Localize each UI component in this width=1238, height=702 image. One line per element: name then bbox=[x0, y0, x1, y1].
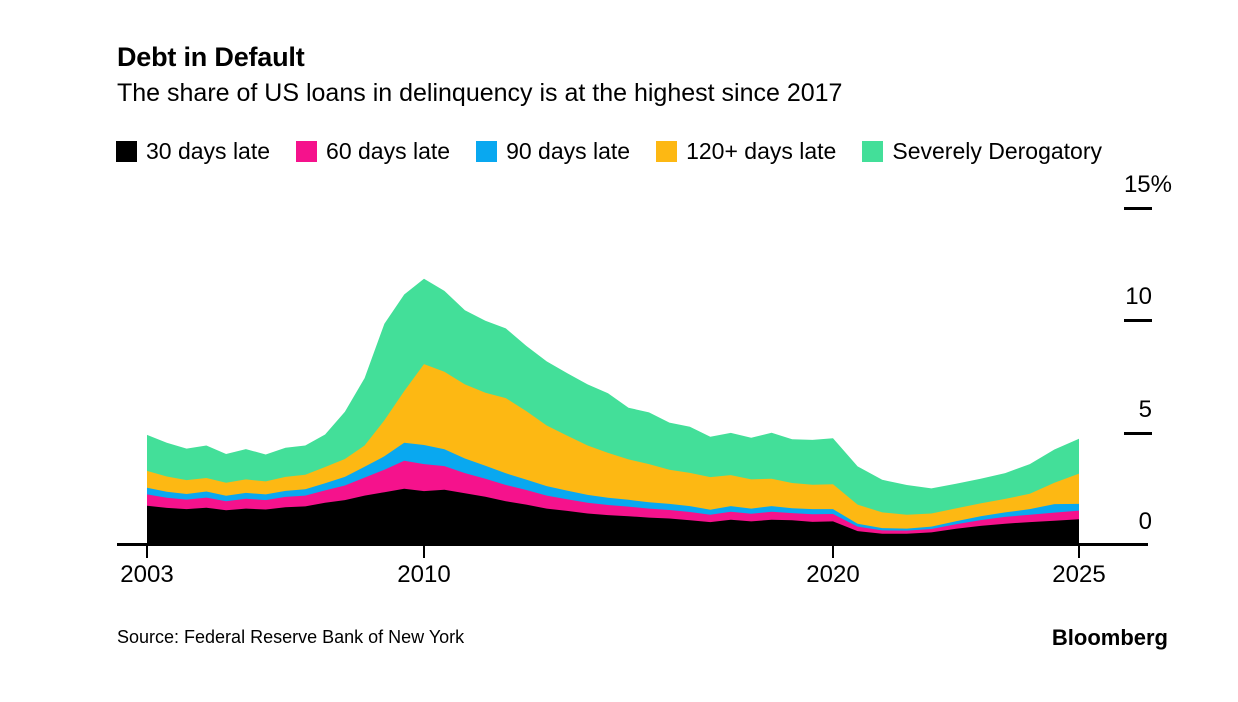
legend-swatch-90-days-late bbox=[476, 141, 498, 162]
legend-swatch-severely-derogatory bbox=[862, 141, 884, 162]
chart-subtitle: The share of US loans in delinquency is … bbox=[117, 79, 843, 107]
legend-item-30-days-late: 30 days late bbox=[116, 138, 270, 165]
source-note: Source: Federal Reserve Bank of New York bbox=[117, 627, 465, 647]
brand-logo: Bloomberg bbox=[1051, 625, 1168, 650]
x-axis-tick bbox=[1078, 546, 1080, 558]
legend-item-120-days-late: 120+ days late bbox=[656, 138, 836, 165]
y-axis-tick bbox=[1124, 319, 1152, 322]
legend-label: 60 days late bbox=[326, 138, 451, 164]
legend-swatch-120-days-late bbox=[656, 141, 678, 162]
legend-label: 30 days late bbox=[146, 138, 271, 164]
x-axis-label: 2003 bbox=[120, 561, 174, 588]
legend-swatch-30-days-late bbox=[116, 141, 137, 162]
legend-item-60-days-late: 60 days late bbox=[296, 138, 450, 165]
y-axis-label: 10 bbox=[1125, 283, 1152, 310]
x-axis-tick bbox=[423, 546, 425, 558]
legend-label: 120+ days late bbox=[686, 138, 837, 164]
y-axis-label: 0 bbox=[1138, 508, 1152, 535]
legend-label: 90 days late bbox=[506, 138, 631, 164]
legend-item-90-days-late: 90 days late bbox=[476, 138, 630, 165]
area-30-days-late bbox=[147, 488, 1079, 545]
y-axis-tick bbox=[1124, 432, 1152, 435]
chart-title: Debt in Default bbox=[117, 42, 305, 72]
x-axis-label: 2010 bbox=[397, 561, 451, 588]
x-axis-label: 2025 bbox=[1052, 561, 1106, 588]
x-axis-tick bbox=[146, 546, 148, 558]
y-axis-tick bbox=[1124, 207, 1152, 210]
legend-item-severely-derogatory: Severely Derogatory bbox=[862, 138, 1102, 165]
y-axis-label: 15% bbox=[1123, 171, 1172, 198]
x-axis-tick bbox=[832, 546, 834, 558]
legend-swatch-60-days-late bbox=[296, 141, 318, 162]
chart-legend: 30 days late 60 days late 90 days late 1… bbox=[116, 138, 1102, 165]
y-axis-label: 5 bbox=[1138, 396, 1152, 423]
x-axis-label: 2020 bbox=[806, 561, 860, 588]
legend-label: Severely Derogatory bbox=[892, 138, 1103, 164]
x-axis-baseline bbox=[117, 543, 1148, 546]
